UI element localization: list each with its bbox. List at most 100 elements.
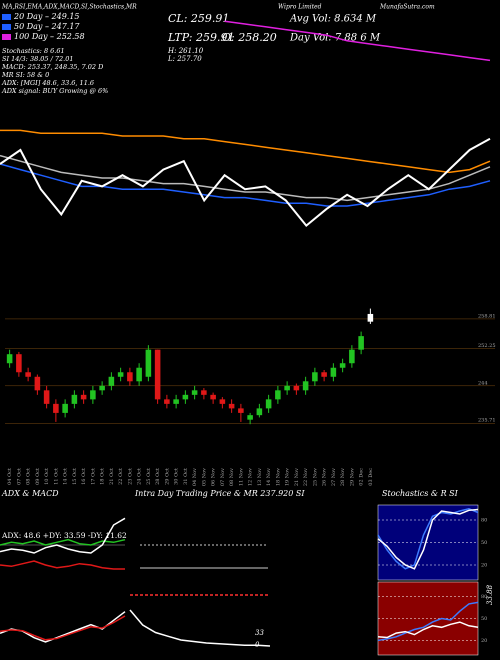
cl: CL: 259.91 <box>168 12 229 25</box>
x-tick-label: 13 Nov <box>257 468 263 486</box>
x-tick-label: 07 Oct <box>16 468 22 485</box>
series-line <box>377 621 479 639</box>
annotation: 33.88 <box>486 584 494 605</box>
candle-body <box>312 372 318 382</box>
x-tick-label: 27 Nov <box>331 468 337 486</box>
candle-body <box>228 403 235 409</box>
series-line <box>0 517 126 554</box>
x-tick-label: 18 Oct <box>100 468 106 485</box>
x-tick-label: 02 Dec <box>359 468 365 486</box>
candle-body <box>247 415 253 420</box>
x-tick-label: 24 Oct <box>137 468 143 485</box>
x-tick-label: 31 Oct <box>183 468 189 485</box>
series-line <box>0 129 491 174</box>
candle-body <box>275 390 281 400</box>
x-tick-label: 22 Oct <box>118 468 124 485</box>
x-tick-label: 28 Nov <box>340 468 346 486</box>
candle-body <box>367 313 374 322</box>
candle-body <box>43 390 50 404</box>
candle-body <box>284 385 290 391</box>
x-tick-label: 04 Oct <box>7 468 13 485</box>
candle-body <box>71 394 78 404</box>
candle-body <box>136 367 142 382</box>
legend-label: 100 Day – 252.58 <box>14 32 85 41</box>
candle-body <box>80 394 87 400</box>
x-tick-label: 29 Nov <box>349 468 355 486</box>
x-tick-label: 21 Nov <box>294 468 300 486</box>
ltp: LTP: 259.91 <box>167 31 234 44</box>
top-line: MA,RSI,EMA,ADX,MACD,SI,Stochastics,MR <box>1 4 137 11</box>
candle-body <box>6 354 13 364</box>
candle-body <box>265 399 272 409</box>
x-tick-label: 06 Nov <box>211 468 217 486</box>
company: Wipro Limited <box>278 4 322 11</box>
x-tick-label: 26 Nov <box>322 468 328 486</box>
candle-body <box>182 394 189 400</box>
x-tick-label: 28 Oct <box>155 468 161 485</box>
series-line <box>377 601 479 642</box>
stat: MR SI: 58 & 0 <box>1 71 49 79</box>
legend-swatch <box>2 14 11 20</box>
stat: ADX: [MGI] 48.6, 33.6, 11.6 <box>1 79 94 87</box>
stat: Stochastics: 8 6.61 <box>2 47 65 55</box>
stat: ADX signal: BUY Growing @ 6% <box>1 87 108 95</box>
y-tick-label: 20 <box>481 563 487 569</box>
x-tick-label: 03 Dec <box>368 468 374 486</box>
legend-swatch <box>2 24 11 30</box>
high: H: 261.10 <box>167 47 204 55</box>
open: O: 258.20 <box>222 31 277 44</box>
y-tick-label: 80 <box>481 518 487 524</box>
x-tick-label: 25 Oct <box>146 468 152 485</box>
x-tick-label: 08 Oct <box>26 468 32 485</box>
x-tick-label: 17 Oct <box>90 468 96 485</box>
candle-body <box>191 390 198 395</box>
y-tick-label: 50 <box>481 540 487 546</box>
series-line <box>0 137 491 228</box>
x-tick-label: 30 Oct <box>174 468 180 485</box>
y-tick-label: 258.81 <box>478 313 496 319</box>
series-line <box>0 163 491 207</box>
x-tick-label: 12 Nov <box>248 468 254 486</box>
x-tick-label: 04 Nov <box>192 468 198 486</box>
x-tick-label: 11 Oct <box>53 468 59 485</box>
legend-swatch <box>2 34 11 40</box>
candle-body <box>99 385 105 391</box>
x-tick-label: 05 Nov <box>201 468 207 486</box>
candle-body <box>302 381 309 391</box>
avg-vol: Avg Vol: 8.634 M <box>289 14 377 25</box>
x-tick-label: 15 Oct <box>72 468 78 485</box>
y-tick-label: 20 <box>481 638 487 644</box>
candle-body <box>219 399 226 404</box>
x-tick-label: 21 Oct <box>109 468 115 485</box>
y-tick-label: 50 <box>481 616 487 622</box>
candle-body <box>127 372 133 382</box>
y-tick-label: 235.71 <box>478 418 496 424</box>
candle-body <box>34 376 41 391</box>
candle-body <box>108 376 115 386</box>
candle-body <box>16 354 22 373</box>
legend-label: 50 Day – 247.17 <box>14 22 80 31</box>
x-tick-label: 23 Oct <box>127 468 133 485</box>
panel-title: Stochastics & R SI <box>382 489 459 498</box>
series-line <box>377 508 479 570</box>
candle-body <box>154 349 161 400</box>
y-tick-label: 244 <box>478 380 488 386</box>
low: L: 257.70 <box>167 55 202 63</box>
panel-title: Intra Day Trading Price & MR 237.920 SI <box>134 489 305 498</box>
annotation: 33 <box>255 629 264 637</box>
panel-subtitle: ADX: 48.6 +DY: 33.59 -DY: 11.62 <box>1 531 127 540</box>
x-tick-label: 14 Oct <box>63 468 69 485</box>
candle-body <box>201 390 207 395</box>
candle-body <box>330 367 337 377</box>
series-line <box>0 154 491 202</box>
candle-body <box>293 385 300 391</box>
y-tick-label: 80 <box>481 594 487 600</box>
series-line <box>0 615 126 641</box>
stat: SI 14/3: 38.05 / 72.01 <box>2 55 73 63</box>
series-line <box>129 609 271 647</box>
candle-body <box>210 394 216 400</box>
candle-body <box>25 372 31 377</box>
x-tick-label: 16 Oct <box>81 468 87 485</box>
candle-body <box>145 349 152 377</box>
